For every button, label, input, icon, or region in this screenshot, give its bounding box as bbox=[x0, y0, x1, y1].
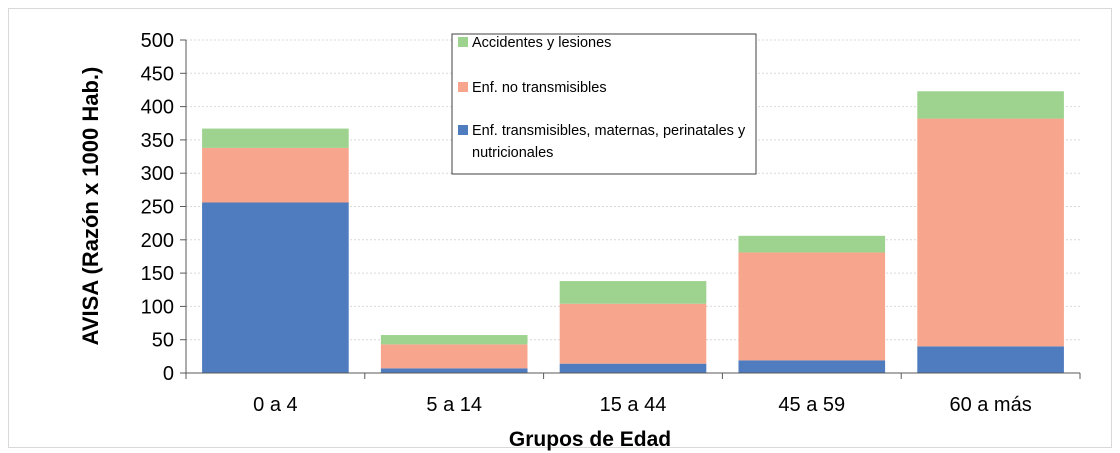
bar-segment bbox=[202, 147, 349, 203]
chart-frame bbox=[8, 8, 1112, 448]
bars bbox=[202, 91, 1064, 373]
x-tick-label: 60 a más bbox=[949, 394, 1031, 416]
legend-label: nutricionales bbox=[472, 145, 553, 161]
bar-segment bbox=[917, 346, 1064, 373]
legend-label: Enf. transmisibles, maternas, perinatale… bbox=[472, 123, 746, 139]
y-tick-label: 100 bbox=[141, 296, 174, 318]
y-tick-label: 50 bbox=[152, 330, 174, 352]
y-axis-label: AVISA (Razón x 1000 Hab.) bbox=[78, 67, 103, 346]
bar-segment bbox=[380, 335, 528, 345]
y-tick-label: 0 bbox=[163, 363, 174, 385]
legend: Accidentes y lesiones Enf. no transmisibl… bbox=[451, 33, 757, 175]
axes bbox=[185, 40, 1080, 374]
y-tick-label: 150 bbox=[141, 263, 174, 285]
bar-segment bbox=[559, 363, 707, 373]
legend-swatch bbox=[458, 125, 468, 135]
y-tick-label: 500 bbox=[141, 30, 174, 52]
bar-segment bbox=[738, 235, 886, 253]
bar-segment bbox=[559, 303, 707, 364]
legend-label: Enf. no transmisibles bbox=[472, 80, 607, 96]
y-tick-labels: 0 50 100 150 200 250 300 350 400 450 500 bbox=[141, 30, 174, 385]
bar-segment bbox=[202, 202, 349, 373]
y-tick-label: 400 bbox=[141, 97, 174, 119]
bar-segment bbox=[202, 128, 349, 148]
y-tick-label: 200 bbox=[141, 230, 174, 252]
x-axis-label: Grupos de Edad bbox=[509, 428, 671, 451]
bar-segment bbox=[917, 91, 1064, 119]
legend-swatch bbox=[458, 82, 468, 92]
legend-swatch bbox=[458, 37, 468, 47]
bar-segment bbox=[559, 281, 707, 304]
x-tick-label: 5 a 14 bbox=[426, 394, 482, 416]
x-tick-label: 45 a 59 bbox=[778, 394, 845, 416]
x-tick-label: 0 a 4 bbox=[253, 394, 297, 416]
x-tick-label: 15 a 44 bbox=[600, 394, 667, 416]
y-tick-label: 250 bbox=[141, 197, 174, 219]
x-tick-labels: 0 a 4 5 a 14 15 a 44 45 a 59 60 a más bbox=[253, 394, 1032, 416]
bar-segment bbox=[380, 368, 528, 373]
bar-segment bbox=[738, 252, 886, 361]
legend-box bbox=[451, 33, 757, 175]
y-tick-label: 450 bbox=[141, 63, 174, 85]
y-tick-label: 300 bbox=[141, 163, 174, 185]
bar-segment bbox=[738, 360, 886, 373]
y-tick-label: 350 bbox=[141, 130, 174, 152]
bar-segment bbox=[917, 118, 1064, 347]
bar-segment bbox=[380, 344, 528, 369]
legend-label: Accidentes y lesiones bbox=[472, 35, 611, 51]
